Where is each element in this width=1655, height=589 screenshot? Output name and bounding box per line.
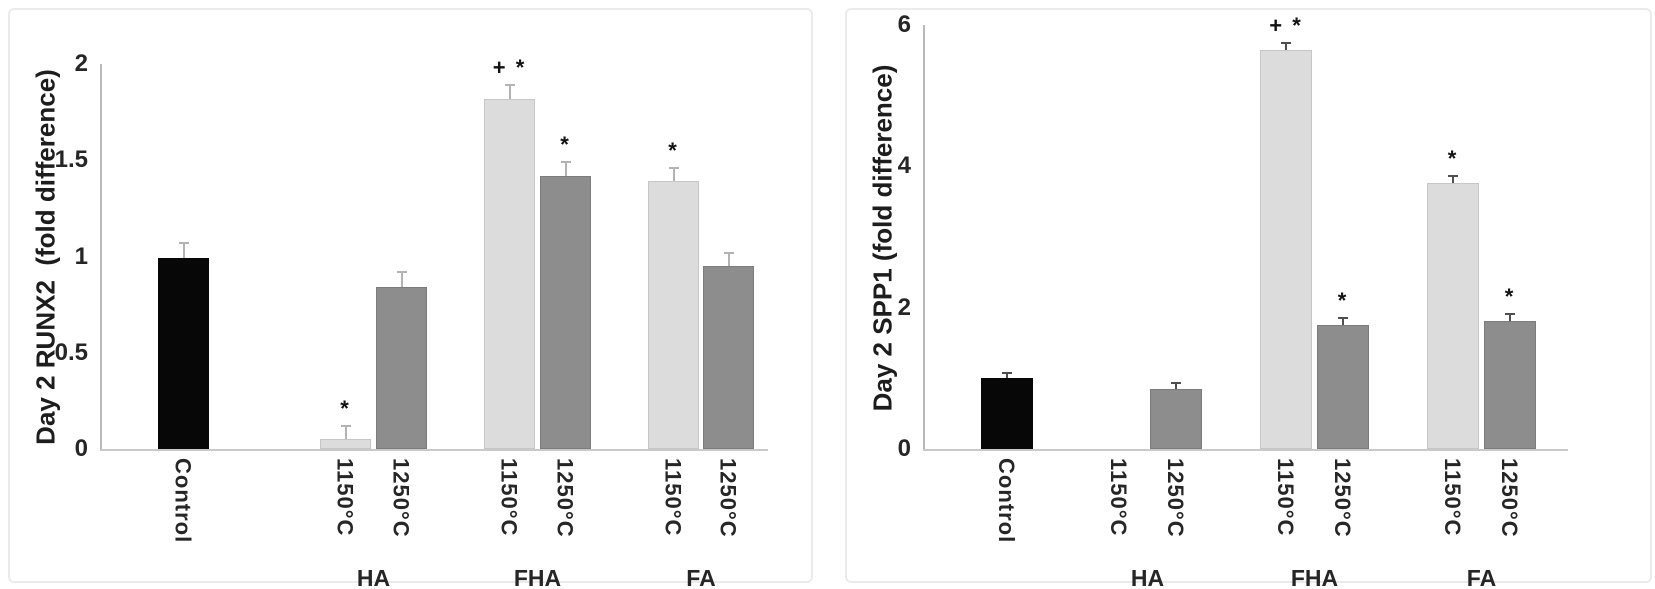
runx2-chart-panel: Day 2 RUNX2 (fold difference) 0 0.5 1 1.5 2 C… [8, 8, 813, 589]
error-bar-cap [178, 242, 189, 245]
error-bar [1452, 176, 1454, 184]
error-bar [727, 252, 730, 267]
x-axis-line [923, 449, 1568, 451]
bar-FHA-1250°C [540, 175, 591, 449]
error-bar-cap [668, 166, 679, 169]
x-tick-label: 1250°C [1330, 458, 1355, 538]
y-axis-line [100, 64, 102, 451]
group-label-HA: HA [1130, 565, 1165, 589]
x-tick-label: Control [994, 458, 1019, 544]
x-tick-label: 1250°C [1497, 458, 1522, 538]
error-bar-cap [1338, 317, 1348, 320]
y-tick-label: 6 [897, 11, 911, 38]
bar-FHA-1150°C [1260, 49, 1312, 449]
bar-HA-1250°C [376, 287, 427, 449]
y-tick-label: 2 [897, 293, 911, 321]
error-bar [1342, 318, 1344, 326]
y-tick-label: 0 [74, 435, 88, 462]
error-bar-cap [340, 424, 351, 427]
bar-FA-1150°C [648, 181, 699, 449]
x-tick-label: 1150°C [496, 458, 522, 537]
significance-annotation: * [560, 132, 571, 158]
error-bar [400, 271, 403, 288]
bar-FHA-1150°C [484, 98, 535, 449]
group-label-FHA: FHA [513, 565, 562, 589]
y-tick-label: 1 [74, 242, 88, 270]
error-bar [1175, 383, 1177, 389]
x-tick-label: Control [170, 458, 196, 544]
bar-Control [158, 258, 209, 449]
error-bar-cap [1171, 382, 1181, 385]
y-tick-label: 0 [897, 435, 911, 462]
significance-annotation: + * [492, 55, 527, 81]
spp1-plot-area: 0 2 4 6 Control 1150°C 1250°C + * 1150°C * 1250°C *… [847, 10, 1650, 589]
error-bar [508, 85, 511, 99]
y-tick-label: 4 [897, 152, 911, 180]
y-tick-label: 1.5 [54, 146, 88, 174]
error-bar [344, 425, 347, 440]
bar-FA-1250°C [703, 266, 754, 449]
error-bar-cap [1448, 175, 1458, 178]
group-label-FHA: FHA [1290, 565, 1339, 589]
x-tick-label: 1150°C [660, 458, 686, 537]
x-tick-label: 1250°C [552, 458, 578, 538]
group-label-HA: HA [356, 565, 391, 589]
runx2-plot-area: 0 0.5 1 1.5 2 Control * 1150°C 1250°C + * 1150°C * 1… [10, 10, 811, 589]
bar-HA-1150°C [320, 439, 371, 449]
significance-annotation: * [1504, 284, 1516, 310]
significance-annotation: * [340, 395, 351, 421]
x-tick-label: 1250°C [1163, 458, 1188, 538]
error-bar-cap [1002, 372, 1012, 375]
bar-Control [981, 378, 1033, 449]
error-bar-cap [723, 251, 734, 254]
y-tick-label: 2 [74, 50, 88, 77]
x-axis-line [100, 449, 768, 451]
significance-annotation: + * [1269, 12, 1303, 38]
error-bar [1006, 373, 1008, 379]
error-bar [564, 162, 567, 176]
bar-FHA-1250°C [1317, 325, 1369, 449]
error-bar [1285, 42, 1287, 50]
x-tick-label: 1150°C [1273, 458, 1298, 537]
error-bar [182, 243, 185, 259]
error-bar [672, 167, 675, 182]
significance-annotation: * [1337, 288, 1349, 314]
spp1-chart-panel: Day 2 SPP1 (fold difference) 0 2 4 6 Control… [845, 8, 1652, 589]
y-tick-label: 0.5 [54, 338, 88, 366]
error-bar-cap [560, 161, 571, 164]
error-bar-cap [1281, 41, 1291, 44]
x-tick-label: 1150°C [1106, 458, 1131, 537]
bar-HA-1250°C [1150, 388, 1202, 449]
significance-annotation: * [1447, 146, 1459, 172]
group-label-FA: FA [686, 565, 716, 589]
bar-FA-1150°C [1427, 183, 1479, 449]
error-bar-cap [504, 84, 515, 87]
x-tick-label: 1150°C [332, 458, 358, 537]
error-bar-cap [396, 270, 407, 273]
bar-FA-1250°C [1484, 321, 1536, 449]
error-bar [1509, 314, 1511, 322]
error-bar-cap [1505, 313, 1515, 316]
group-label-FA: FA [1466, 565, 1497, 589]
y-axis-line [923, 25, 925, 451]
significance-annotation: * [668, 137, 679, 163]
x-tick-label: 1150°C [1440, 458, 1465, 537]
x-tick-label: 1250°C [388, 458, 414, 538]
x-tick-label: 1250°C [715, 458, 741, 538]
